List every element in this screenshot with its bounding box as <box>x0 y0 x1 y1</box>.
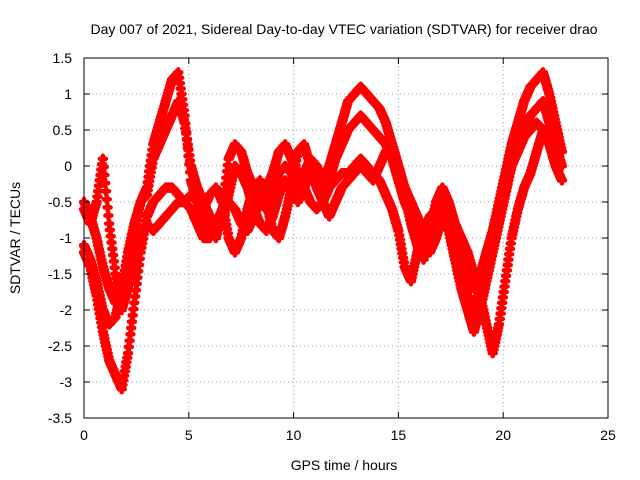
y-tick-label: -3.5 <box>48 410 72 426</box>
x-tick-label: 0 <box>80 427 88 443</box>
y-tick-label: 1 <box>64 86 72 102</box>
y-tick-label: -3 <box>60 374 73 390</box>
y-tick-label: -1 <box>60 230 73 246</box>
x-tick-label: 10 <box>286 427 302 443</box>
y-tick-label: -2.5 <box>48 338 72 354</box>
x-axis-label: GPS time / hours <box>291 457 398 473</box>
y-tick-label: 0.5 <box>53 122 73 138</box>
y-tick-label: -1.5 <box>48 266 72 282</box>
y-axis: -3.5 -3 -2.5 -2 -1.5 -1 -0.5 0 0.5 1 1.5 <box>48 50 608 426</box>
x-axis: 0 5 10 15 20 25 <box>80 58 616 443</box>
chart-title: Day 007 of 2021, Sidereal Day-to-day VTE… <box>90 21 597 37</box>
y-tick-label: 0 <box>64 158 72 174</box>
x-tick-label: 15 <box>391 427 407 443</box>
y-tick-label: -0.5 <box>48 194 72 210</box>
y-tick-label: -2 <box>60 302 73 318</box>
x-tick-label: 25 <box>600 427 616 443</box>
y-axis-label: SDTVAR / TECUs <box>7 182 23 294</box>
x-tick-label: 20 <box>495 427 511 443</box>
y-tick-label: 1.5 <box>53 50 73 66</box>
x-tick-label: 5 <box>185 427 193 443</box>
